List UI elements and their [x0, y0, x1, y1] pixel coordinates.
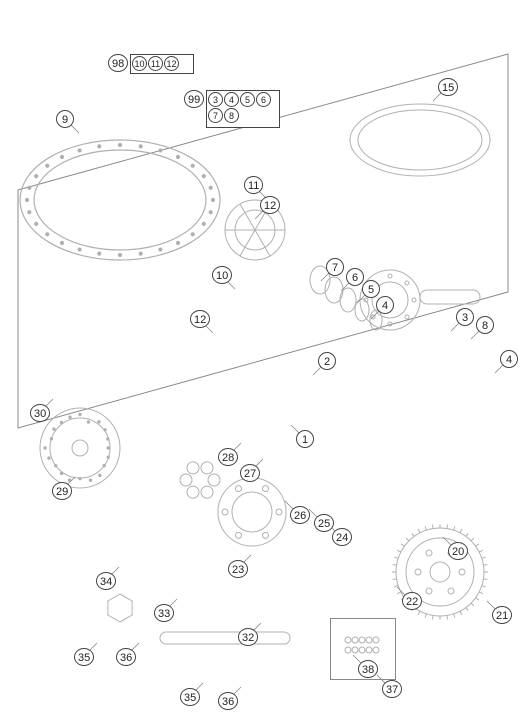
- kit-item-6: 6: [256, 92, 271, 107]
- kit-item-3: 3: [208, 92, 223, 107]
- callout-6: 6: [346, 268, 364, 286]
- callout-1: 1: [296, 430, 314, 448]
- kit-item-10: 10: [132, 56, 147, 71]
- kit-item-11: 11: [148, 56, 163, 71]
- diagram-canvas: 98 101112 99 345678 12344567891011121215…: [0, 0, 527, 728]
- callout-4: 4: [500, 350, 518, 368]
- kit-99-box: 3456 78: [206, 90, 280, 128]
- kit-item-5: 5: [240, 92, 255, 107]
- callout-5: 5: [362, 280, 380, 298]
- kit-item-4: 4: [224, 92, 239, 107]
- callout-2: 2: [318, 352, 336, 370]
- kit-item-7: 7: [208, 108, 223, 123]
- callout-3: 3: [456, 308, 474, 326]
- kit-98-box: 101112: [130, 54, 194, 74]
- callout-4: 4: [376, 296, 394, 314]
- kit-item-12: 12: [164, 56, 179, 71]
- kit-99-items: 3456 78: [208, 92, 278, 123]
- kit-98-items: 101112: [132, 56, 192, 71]
- callout-8: 8: [476, 316, 494, 334]
- kit-item-8: 8: [224, 108, 239, 123]
- callout-9: 9: [56, 110, 74, 128]
- callout-7: 7: [326, 258, 344, 276]
